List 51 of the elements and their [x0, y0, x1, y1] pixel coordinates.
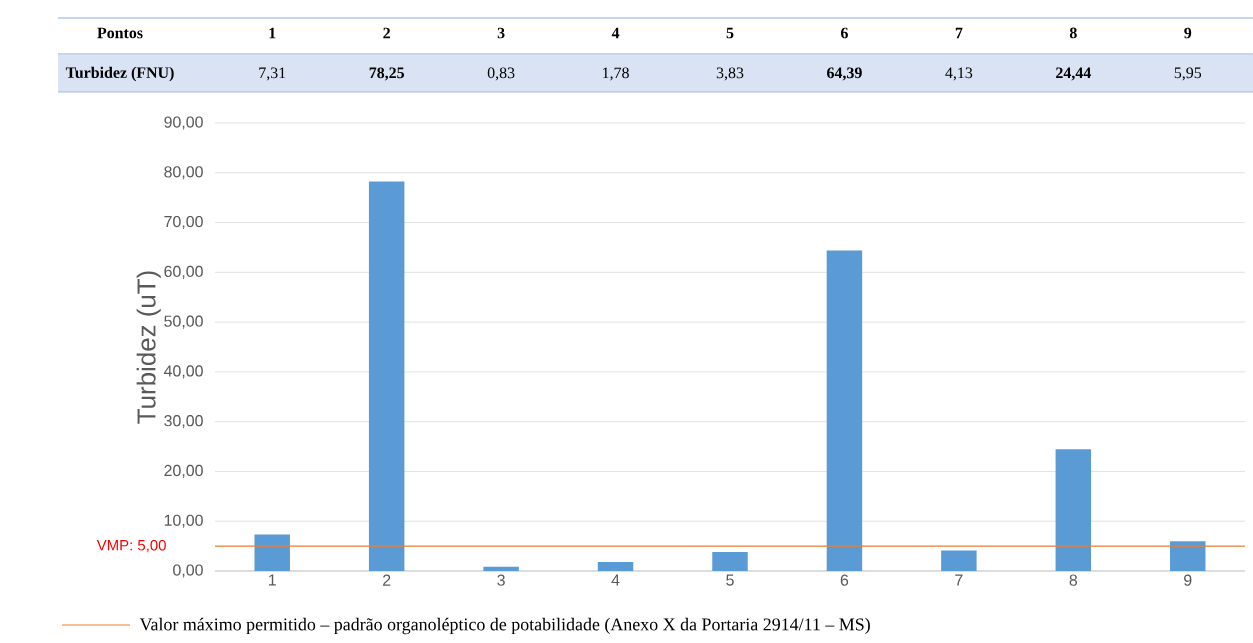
bar — [1055, 449, 1092, 571]
x-tick-label: 8 — [1069, 574, 1078, 586]
bar — [826, 250, 863, 571]
text: Turbidez (FNU) — [65, 66, 174, 82]
x-tick-label: 7 — [955, 574, 963, 586]
x-tick-label: 1 — [269, 574, 276, 586]
y-tick-label: 0,00 — [173, 564, 203, 578]
category-label: 2 — [383, 27, 390, 39]
x-tick-label: 4 — [611, 574, 620, 586]
bar — [1170, 541, 1206, 571]
x-tick-label: 3 — [497, 574, 505, 586]
data-label: 1,78 — [603, 67, 629, 81]
x-tick-label: 2 — [383, 574, 391, 586]
y-tick-label: 20,00 — [164, 464, 203, 479]
x-tick-label: 6 — [840, 574, 849, 586]
y-tick-label: 10,00 — [164, 514, 203, 528]
data-label: 5,95 — [1174, 67, 1202, 81]
category-label: 1 — [269, 27, 276, 39]
category-label: 5 — [726, 27, 734, 39]
y-tick-label: 60,00 — [164, 265, 203, 279]
y-tick-label: 80,00 — [164, 166, 203, 180]
y-tick-label: 40,00 — [163, 365, 203, 379]
bar — [254, 534, 290, 571]
data-label: 64,39 — [827, 67, 862, 81]
category-label: 3 — [497, 27, 505, 39]
category-label: 8 — [1069, 27, 1077, 39]
x-tick-label: 9 — [1184, 574, 1192, 586]
legend-label: Valor máximo permitido – padrão organoléptico de potabilidade (Anexo X da Portaria 2914/11 – MS) — [139, 617, 870, 635]
text: Pontos — [97, 27, 143, 39]
category-label: 4 — [611, 27, 620, 39]
data-label: 24,44 — [1056, 67, 1091, 81]
bar — [597, 562, 634, 571]
bar — [712, 551, 748, 571]
data-label: 3,83 — [716, 67, 744, 81]
data-label: 78,25 — [369, 67, 405, 81]
data-label: 4,13 — [945, 67, 973, 81]
y-tick-label: 70,00 — [164, 215, 203, 230]
y-tick-label: 90,00 — [164, 116, 203, 130]
text: VMP: 5,00 — [96, 539, 166, 553]
y-tick-label: 50,00 — [164, 315, 203, 329]
bar — [941, 550, 977, 571]
category-label: 7 — [955, 27, 963, 39]
data-label: 0,83 — [487, 67, 515, 81]
y-tick-label: 30,00 — [164, 415, 203, 429]
category-label: 6 — [841, 27, 848, 39]
category-label: 9 — [1184, 27, 1192, 39]
bar — [368, 181, 405, 571]
bar — [483, 566, 519, 571]
data-label: 7,31 — [259, 67, 286, 81]
y-axis-title: Turbidez (uT) — [136, 271, 161, 424]
x-tick-label: 5 — [726, 574, 734, 586]
